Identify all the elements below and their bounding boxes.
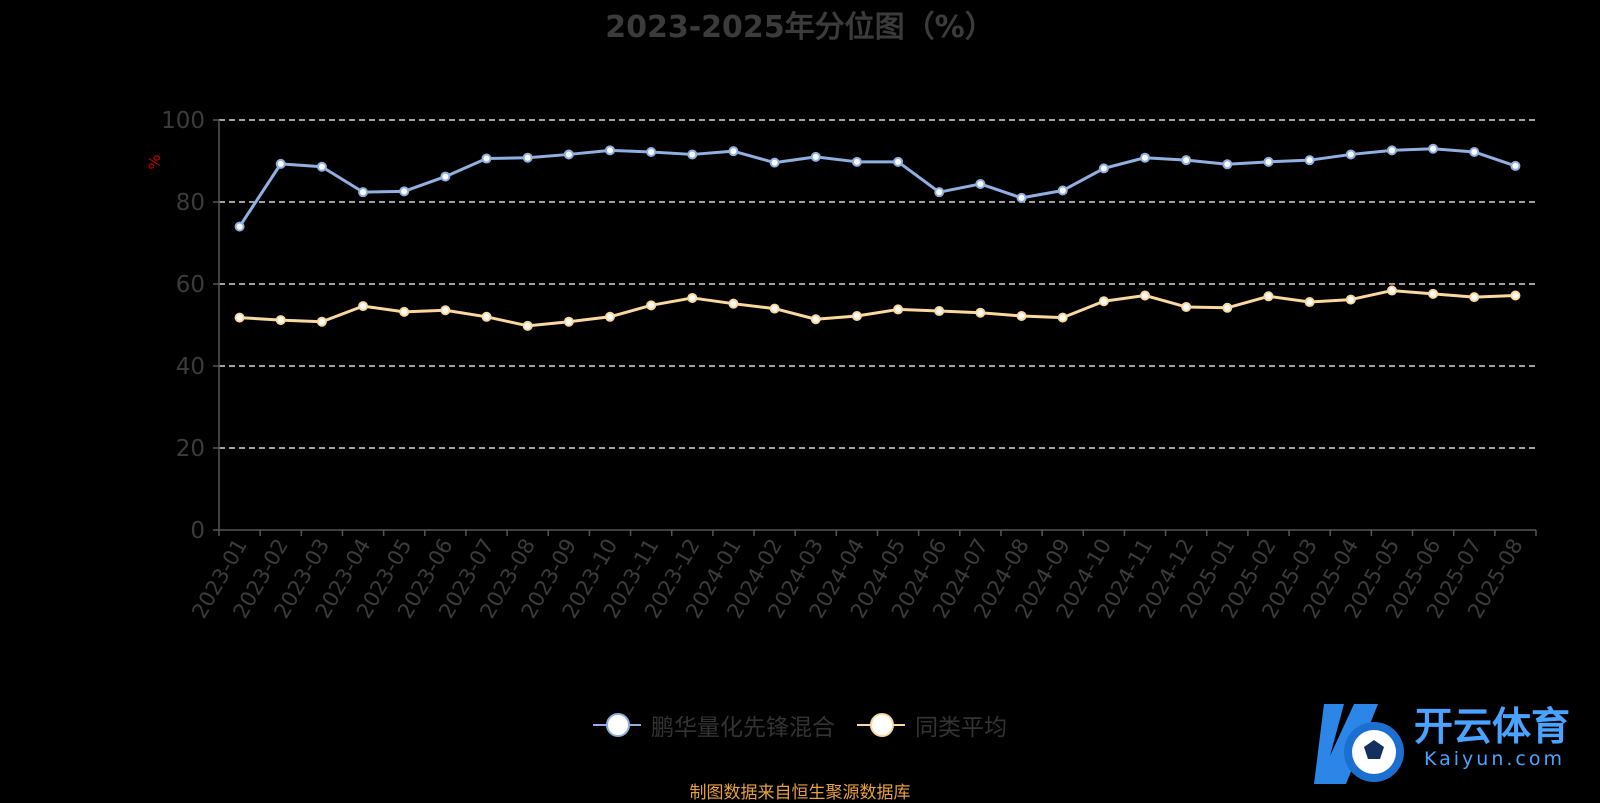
series-1-point-2025-08 (1510, 290, 1521, 301)
legend-label-peer-average: 同类平均 (915, 715, 1007, 741)
series-0-point-2023-06 (440, 171, 451, 182)
series-0-point-2025-01 (1222, 159, 1233, 170)
series-1-point-2024-10 (1098, 296, 1109, 307)
series-0-point-2025-06 (1428, 143, 1439, 154)
legend-label-fund: 鹏华量化先锋混合 (651, 715, 835, 741)
series-0-point-2025-08 (1510, 160, 1521, 171)
y-tick-label-80: 80 (176, 190, 205, 216)
series-0-point-2023-03 (316, 161, 327, 172)
series-0-point-2023-12 (687, 149, 698, 160)
series-0-point-2024-01 (728, 146, 739, 157)
legend-item-peer-average[interactable]: 同类平均 (857, 708, 1007, 742)
series-0-point-2023-11 (646, 146, 657, 157)
series-1-point-2025-04 (1345, 294, 1356, 305)
series-1-point-2023-03 (316, 316, 327, 327)
series-0-point-2023-09 (563, 149, 574, 160)
watermark-name: 开云体育 (1414, 705, 1571, 750)
series-1-point-2024-06 (934, 306, 945, 317)
series-0-point-2025-05 (1386, 145, 1397, 156)
series-0-point-2024-09 (1057, 185, 1068, 196)
legend: 鹏华量化先锋混合 同类平均 (0, 708, 1600, 742)
series-1-point-2023-09 (563, 316, 574, 327)
series-1-point-2025-02 (1263, 291, 1274, 302)
y-tick-label-60: 60 (176, 272, 205, 298)
series-0-point-2023-01 (234, 221, 245, 232)
series-0-point-2024-08 (1016, 192, 1027, 203)
series-1-point-2023-11 (646, 300, 657, 311)
y-axis-label: % (145, 154, 164, 169)
series-0-point-2023-02 (275, 158, 286, 169)
series-1-point-2023-12 (687, 292, 698, 303)
series-0-point-2024-05 (893, 156, 904, 167)
series-0-point-2023-04 (358, 187, 369, 198)
series-1-point-2024-05 (893, 304, 904, 315)
series-1-point-2024-01 (728, 298, 739, 309)
series-layer (234, 143, 1521, 331)
series-0-point-2024-06 (934, 187, 945, 198)
series-1-point-2024-09 (1057, 312, 1068, 323)
y-tick-label-100: 100 (161, 108, 205, 134)
series-0-point-2023-10 (604, 145, 615, 156)
legend-swatch-peer-average (857, 713, 905, 737)
series-0-point-2025-07 (1469, 146, 1480, 157)
series-1-point-2024-11 (1140, 290, 1151, 301)
chart-title: 2023-2025年分位图（%） (605, 10, 995, 45)
series-1-point-2023-10 (604, 311, 615, 322)
series-1-point-2025-05 (1386, 285, 1397, 296)
series-0-point-2023-07 (481, 153, 492, 164)
series-0-point-2024-07 (975, 178, 986, 189)
soccer-ball-logo-icon (1314, 704, 1404, 784)
series-1-point-2024-04 (851, 310, 862, 321)
grid-layer (219, 119, 1536, 449)
series-0-point-2023-05 (399, 186, 410, 197)
series-1-point-2024-07 (975, 307, 986, 318)
series-0-point-2025-04 (1345, 149, 1356, 160)
series-1-point-2024-02 (769, 303, 780, 314)
source-note: 制图数据来自恒生聚源数据库 (689, 783, 911, 803)
series-1-point-2023-01 (234, 312, 245, 323)
series-1-point-2023-06 (440, 305, 451, 316)
y-tick-label-20: 20 (176, 436, 205, 462)
y-tick-label-40: 40 (176, 354, 205, 380)
legend-swatch-fund (593, 713, 641, 737)
series-line-1 (239, 289, 1516, 328)
series-1-point-2024-03 (810, 314, 821, 325)
watermark: 开云体育 Kaiyun.com (1306, 696, 1586, 792)
series-0-point-2025-03 (1304, 155, 1315, 166)
series-1-point-2023-07 (481, 311, 492, 322)
axis-layer: 0204060801002023-012023-022023-032023-04… (161, 108, 1537, 622)
series-0-point-2024-03 (810, 151, 821, 162)
series-1-point-2025-07 (1469, 292, 1480, 303)
series-0-point-2024-02 (769, 157, 780, 168)
series-1-point-2024-12 (1181, 301, 1192, 312)
series-0-point-2024-11 (1140, 152, 1151, 163)
series-1-point-2023-04 (358, 301, 369, 312)
series-1-point-2023-05 (399, 306, 410, 317)
series-0-point-2023-08 (522, 152, 533, 163)
series-1-point-2024-08 (1016, 310, 1027, 321)
series-0-point-2024-10 (1098, 163, 1109, 174)
series-0-point-2024-04 (851, 156, 862, 167)
legend-item-fund[interactable]: 鹏华量化先锋混合 (593, 708, 835, 742)
series-0-point-2025-02 (1263, 156, 1274, 167)
series-1-point-2023-02 (275, 315, 286, 326)
series-1-point-2023-08 (522, 320, 533, 331)
series-1-point-2025-06 (1428, 288, 1439, 299)
y-tick-label-0: 0 (190, 518, 205, 544)
series-0-point-2024-12 (1181, 155, 1192, 166)
series-1-point-2025-03 (1304, 297, 1315, 308)
series-1-point-2025-01 (1222, 302, 1233, 313)
watermark-sub: Kaiyun.com (1424, 748, 1565, 770)
series-line-0 (238, 147, 1516, 228)
